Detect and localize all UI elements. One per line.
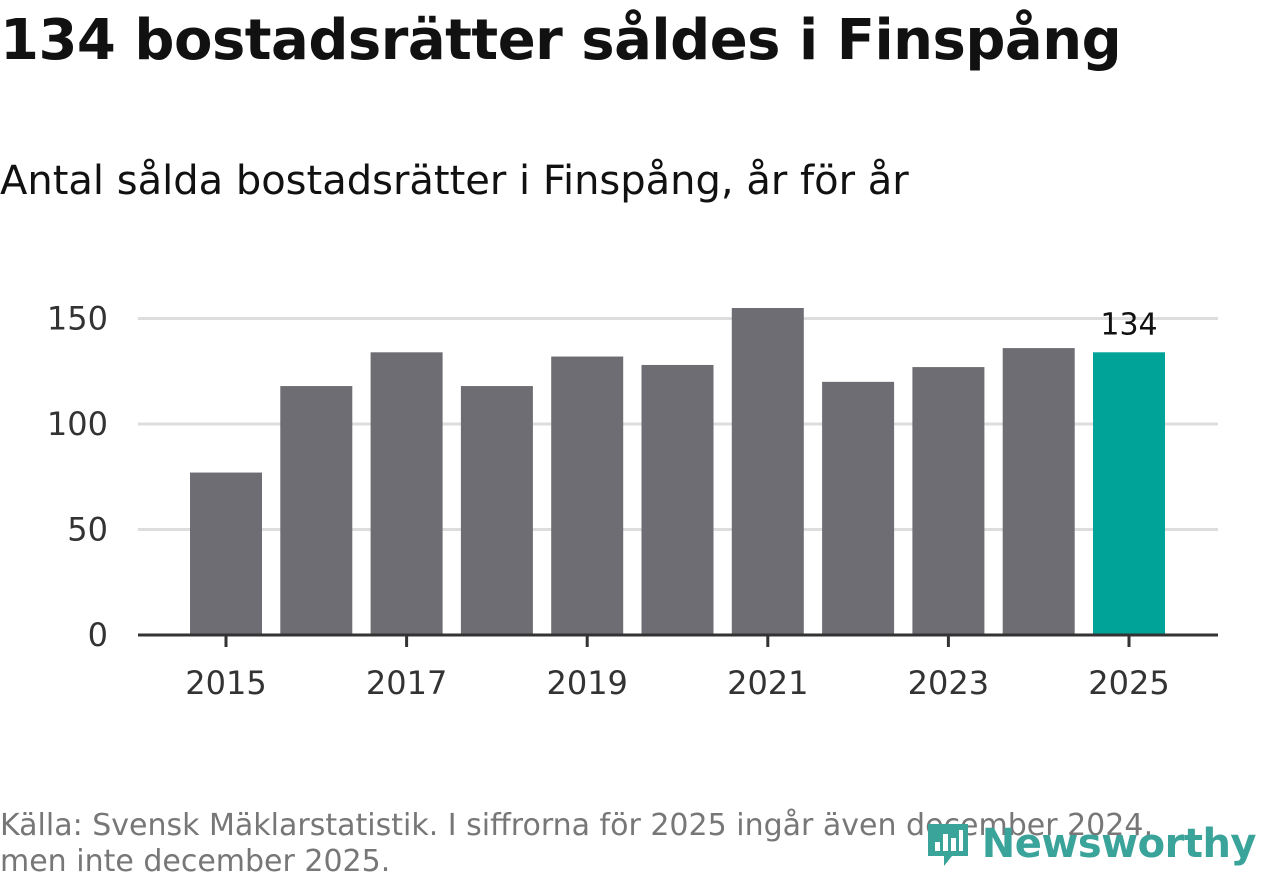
x-tick-label-2025: 2025 (1088, 664, 1169, 702)
x-tick-label-2019: 2019 (546, 664, 627, 702)
x-tick-label-2023: 2023 (908, 664, 989, 702)
bar-2019 (551, 356, 624, 635)
newsworthy-logo-icon (927, 824, 968, 866)
y-tick-label-150: 150 (47, 300, 108, 338)
x-tick-label-2017: 2017 (366, 664, 447, 702)
y-tick-label-0: 0 (88, 616, 108, 654)
bar-2023 (912, 367, 985, 635)
bar-2020 (641, 364, 714, 635)
y-tick-label-50: 50 (67, 511, 108, 549)
bar-2024 (1002, 348, 1075, 635)
chart-subtitle: Antal sålda bostadsrätter i Finspång, år… (0, 158, 909, 204)
data-label-2025: 134 (1100, 307, 1157, 342)
bar-2025 (1093, 352, 1165, 635)
bar-2021 (731, 308, 804, 635)
bar-2022 (822, 381, 895, 635)
bar-2018 (460, 386, 533, 635)
y-tick-label-100: 100 (47, 405, 108, 443)
x-tick-label-2021: 2021 (727, 664, 808, 702)
bar-2016 (280, 386, 353, 635)
chart-title: 134 bostadsrätter såldes i Finspång (0, 8, 1122, 73)
bar-2017 (370, 352, 443, 635)
brand-name: Newsworthy (981, 821, 1257, 867)
bar-2015 (190, 472, 262, 635)
brand-logo: Newsworthy (922, 818, 1257, 870)
x-tick-label-2015: 2015 (185, 664, 266, 702)
